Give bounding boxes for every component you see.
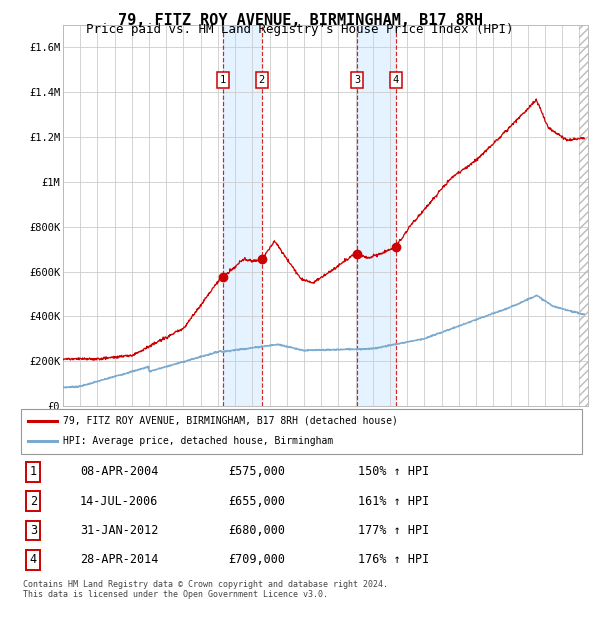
Text: 161% ↑ HPI: 161% ↑ HPI <box>358 495 429 508</box>
Bar <box>357 25 395 406</box>
Text: 3: 3 <box>30 524 37 537</box>
Text: £709,000: £709,000 <box>229 553 286 566</box>
Bar <box>223 25 262 406</box>
Text: Price paid vs. HM Land Registry's House Price Index (HPI): Price paid vs. HM Land Registry's House … <box>86 23 514 36</box>
Text: 08-APR-2004: 08-APR-2004 <box>80 466 158 479</box>
Text: Contains HM Land Registry data © Crown copyright and database right 2024.
This d: Contains HM Land Registry data © Crown c… <box>23 580 388 599</box>
Text: 4: 4 <box>392 75 398 85</box>
Text: 28-APR-2014: 28-APR-2014 <box>80 553 158 566</box>
Text: 14-JUL-2006: 14-JUL-2006 <box>80 495 158 508</box>
Text: 2: 2 <box>259 75 265 85</box>
FancyBboxPatch shape <box>21 409 582 454</box>
Text: 79, FITZ ROY AVENUE, BIRMINGHAM, B17 8RH (detached house): 79, FITZ ROY AVENUE, BIRMINGHAM, B17 8RH… <box>63 416 398 426</box>
Text: 2: 2 <box>30 495 37 508</box>
Text: 3: 3 <box>354 75 360 85</box>
Text: 150% ↑ HPI: 150% ↑ HPI <box>358 466 429 479</box>
Text: HPI: Average price, detached house, Birmingham: HPI: Average price, detached house, Birm… <box>63 436 334 446</box>
Text: 79, FITZ ROY AVENUE, BIRMINGHAM, B17 8RH: 79, FITZ ROY AVENUE, BIRMINGHAM, B17 8RH <box>118 13 482 29</box>
Text: 1: 1 <box>220 75 226 85</box>
Text: £655,000: £655,000 <box>229 495 286 508</box>
Text: £575,000: £575,000 <box>229 466 286 479</box>
Text: £680,000: £680,000 <box>229 524 286 537</box>
Text: 4: 4 <box>30 553 37 566</box>
Text: 177% ↑ HPI: 177% ↑ HPI <box>358 524 429 537</box>
Text: 176% ↑ HPI: 176% ↑ HPI <box>358 553 429 566</box>
Text: 31-JAN-2012: 31-JAN-2012 <box>80 524 158 537</box>
Text: 1: 1 <box>30 466 37 479</box>
